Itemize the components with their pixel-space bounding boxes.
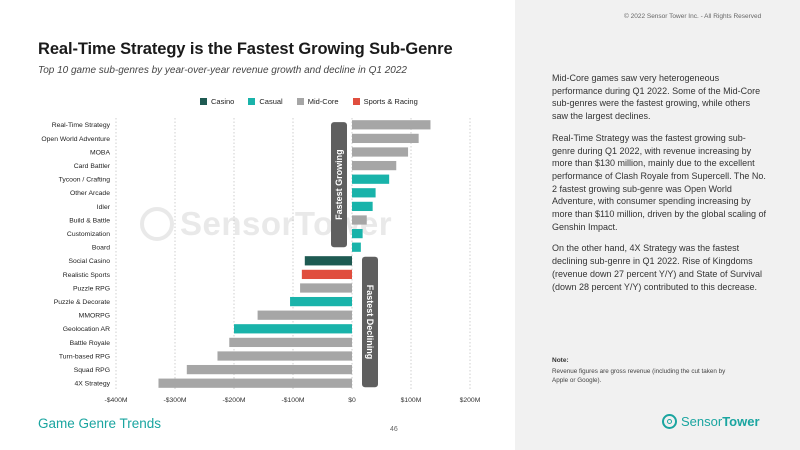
bar [257, 310, 352, 320]
chart-subtitle: Top 10 game sub-genres by year-over-year… [38, 65, 407, 76]
slide-right-panel [515, 0, 800, 450]
legend-label-sports-racing: Sports & Racing [363, 97, 418, 106]
category-label: Tycoon / Crafting [59, 177, 111, 184]
sensortower-logo-icon [662, 414, 677, 429]
bar [217, 351, 352, 361]
category-label: Battle Royale [70, 340, 111, 347]
category-label: MOBA [90, 149, 110, 156]
category-label: Puzzle & Decorate [54, 299, 111, 306]
legend-item-casual: Casual [248, 97, 283, 106]
category-label: Turn-based RPG [59, 353, 110, 360]
x-tick-label: -$200M [222, 397, 245, 404]
category-label: Social Casino [68, 258, 110, 265]
category-label: 4X Strategy [74, 381, 110, 388]
section-name: Game Genre Trends [38, 416, 162, 431]
category-label: Real-Time Strategy [52, 122, 111, 129]
legend-label-casual: Casual [259, 97, 283, 106]
bar [352, 147, 409, 157]
legend-swatch-casino [200, 98, 207, 105]
callout-box-declining [362, 256, 378, 388]
legend-item-casino: Casino [200, 97, 234, 106]
bar [352, 242, 361, 252]
callout-label-declining: Fastest Declining [365, 285, 375, 360]
bar [158, 378, 352, 388]
x-tick-label: -$400M [104, 397, 127, 404]
commentary-paragraph-2: Real-Time Strategy was the fastest growi… [552, 132, 766, 232]
bar [352, 188, 376, 198]
category-label: Build & Battle [69, 217, 110, 224]
bar-chart: Real-Time Strategy Open World Adventure MO… [41, 118, 481, 404]
brand-text: SensorTower [681, 414, 760, 429]
bar [234, 324, 352, 334]
legend-swatch-mid-core [296, 98, 304, 105]
category-label: Other Arcade [70, 190, 110, 197]
x-tick-label: $100M [401, 397, 422, 404]
category-label: Realistic Sports [63, 272, 111, 279]
category-label: Geolocation AR [63, 326, 110, 333]
note-title: Note: [552, 357, 569, 364]
legend-label-casino: Casino [211, 97, 235, 106]
sensortower-watermark-icon [140, 207, 174, 241]
x-tick-label: $0 [348, 397, 356, 404]
bar [301, 269, 352, 280]
commentary-paragraph-1: Mid-Core games saw very heterogeneous pe… [552, 73, 761, 122]
bar [352, 228, 363, 239]
bar [352, 215, 367, 225]
x-tick-label: -$100M [281, 397, 304, 404]
category-label: Puzzle RPG [73, 285, 110, 292]
copyright-notice: © 2022 Sensor Tower Inc. - All Rights Re… [624, 13, 762, 20]
commentary-text: Mid-Core games saw very heterogeneous pe… [552, 72, 767, 302]
legend-item-sports-racing: Sports & Racing [352, 97, 418, 106]
category-label: Board [92, 245, 110, 252]
bar [352, 160, 397, 171]
bar [229, 337, 352, 348]
legend-swatch-casual [248, 98, 256, 105]
category-label: Open World Adventure [41, 136, 110, 143]
callout-label-growing: Fastest Growing [334, 149, 344, 220]
category-label: Idler [97, 204, 111, 211]
commentary-paragraph-3: On the other hand, 4X Strategy was the f… [552, 243, 762, 292]
bar [186, 364, 352, 375]
page-number: 46 [390, 426, 398, 433]
legend-item-mid-core: Mid-Core [296, 97, 339, 106]
bar [290, 296, 352, 307]
bar [352, 174, 390, 184]
legend-swatch-sports-racing [352, 98, 360, 105]
note-text: Revenue figures are gross revenue (inclu… [552, 368, 726, 384]
bar [352, 133, 419, 144]
page-title: Real-Time Strategy is the Fastest Growin… [38, 40, 453, 58]
legend-label-mid-core: Mid-Core [307, 97, 339, 106]
category-label: Squad RPG [74, 367, 110, 374]
callout-box-growing [331, 122, 347, 248]
category-label: MMORPG [79, 313, 110, 320]
slide-left-panel [0, 0, 515, 450]
sensortower-logo: SensorTower [662, 414, 760, 429]
bar [352, 120, 431, 130]
bar [352, 201, 373, 212]
chart-legend: Casino Casual Mid-Core Sports & Racing [200, 97, 418, 106]
bar [300, 283, 352, 293]
x-tick-label: -$300M [163, 397, 186, 404]
bar [304, 256, 352, 266]
x-tick-label: $200M [460, 397, 481, 404]
category-label: Customization [67, 231, 110, 238]
category-label: Card Battler [74, 163, 111, 170]
